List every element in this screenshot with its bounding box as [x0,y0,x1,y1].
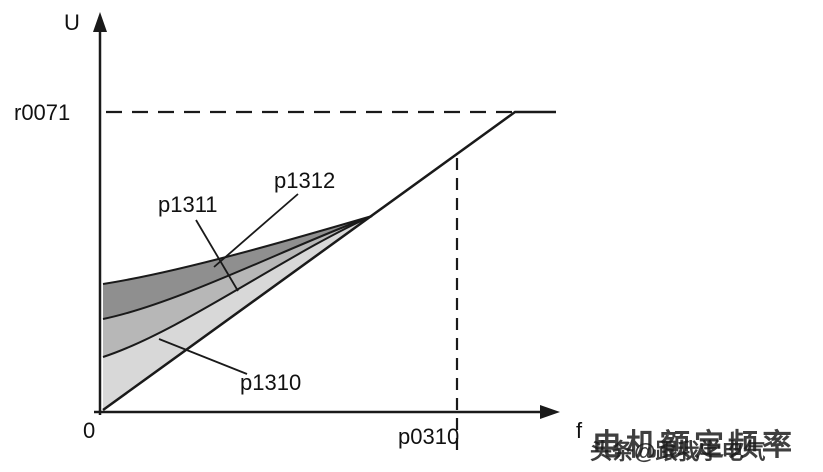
r0071-label: r0071 [14,100,70,125]
p1312-leader-line [213,193,299,268]
y-axis-label: U [64,10,80,35]
p1310-leader-line [158,338,248,375]
boost-curve-middle [102,215,373,320]
p1312-label: p1312 [274,168,335,193]
boost-curve-lower [102,215,373,358]
origin-label: 0 [83,418,95,443]
x-axis-label: f [576,418,583,443]
p1311-leader-line [195,219,239,292]
boost-band-mid [103,216,372,357]
boost-curve-top [102,215,373,285]
p1311-label: p1311 [158,192,218,217]
x-axis-arrow-icon [540,405,560,419]
boost-band-dark [103,216,372,319]
p1310-label: p1310 [240,370,301,395]
y-axis-arrow-icon [93,12,107,32]
p0310-label: p0310 [398,424,459,449]
vf-main-line [102,110,556,412]
